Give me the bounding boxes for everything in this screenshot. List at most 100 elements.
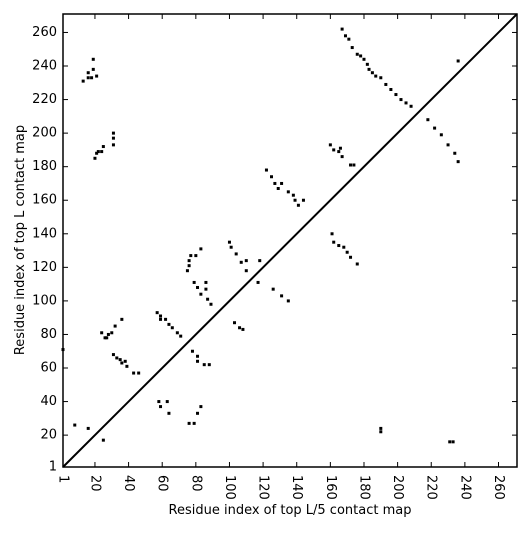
contact-point xyxy=(280,181,284,185)
y-tick-label: 100 xyxy=(32,293,57,308)
contact-point xyxy=(111,143,115,147)
contact-point xyxy=(340,155,344,159)
contact-point xyxy=(101,145,105,149)
contact-point xyxy=(95,74,99,78)
plot-frame xyxy=(62,13,518,468)
y-tick-label: 200 xyxy=(32,126,57,141)
contact-point xyxy=(204,280,208,284)
x-tick-label: 140 xyxy=(289,475,304,500)
contact-point xyxy=(379,426,383,430)
contact-point xyxy=(103,336,107,340)
contact-point xyxy=(367,67,371,71)
x-tick-label: 220 xyxy=(424,475,439,500)
contact-point xyxy=(244,269,248,273)
x-axis-label: Residue index of top L/5 contact map xyxy=(169,503,412,518)
contact-point xyxy=(296,203,300,207)
contact-point xyxy=(86,71,90,75)
contact-point xyxy=(453,151,457,155)
contact-point xyxy=(110,331,114,335)
y-axis-label: Residue index of top L contact map xyxy=(13,125,28,355)
contact-point xyxy=(264,168,268,172)
contact-point xyxy=(175,331,179,335)
contact-point xyxy=(234,252,238,256)
contact-point xyxy=(332,240,336,244)
contact-point xyxy=(159,317,163,321)
contact-point xyxy=(340,27,344,31)
contact-point xyxy=(370,71,374,75)
contact-point xyxy=(404,101,408,105)
contact-point xyxy=(280,294,284,298)
contact-point xyxy=(187,259,191,263)
contact-point xyxy=(355,52,359,56)
contact-point xyxy=(244,259,248,263)
contact-point xyxy=(159,314,163,318)
contact-point xyxy=(155,311,159,315)
contact-point xyxy=(132,371,136,375)
contact-point xyxy=(229,245,233,249)
contact-point xyxy=(343,34,347,38)
contact-point xyxy=(81,79,85,83)
contact-point xyxy=(227,240,231,244)
contact-point xyxy=(164,317,168,321)
contact-point xyxy=(276,186,280,190)
contact-point xyxy=(345,250,349,254)
contact-point xyxy=(293,198,297,202)
contact-point xyxy=(196,285,200,289)
contact-point xyxy=(207,363,211,367)
contact-point xyxy=(199,405,203,409)
contact-point xyxy=(352,163,356,167)
contact-point xyxy=(258,259,262,263)
contact-point xyxy=(270,175,274,179)
x-tick-label: 1 xyxy=(56,475,71,483)
contact-point xyxy=(187,421,191,425)
contact-point xyxy=(446,143,450,147)
contact-point xyxy=(190,349,194,353)
contact-point xyxy=(362,57,366,61)
contact-point xyxy=(165,400,169,404)
contact-point xyxy=(159,405,163,409)
contact-point xyxy=(338,146,342,150)
contact-point xyxy=(194,254,198,258)
contact-point xyxy=(91,67,95,71)
contact-point xyxy=(241,327,245,331)
contact-point xyxy=(167,322,171,326)
contact-point xyxy=(301,198,305,202)
contact-point xyxy=(95,151,99,155)
contact-point xyxy=(185,269,189,273)
contact-point xyxy=(273,181,277,185)
contact-point xyxy=(137,371,141,375)
contact-point xyxy=(86,76,90,80)
y-tick-label: 140 xyxy=(32,226,57,241)
contact-point xyxy=(374,74,378,78)
contact-point xyxy=(111,353,115,357)
contact-point xyxy=(409,104,413,108)
contact-point xyxy=(192,421,196,425)
contact-point xyxy=(113,324,117,328)
contact-point xyxy=(365,62,369,66)
contact-point xyxy=(196,359,200,363)
x-tick-label: 60 xyxy=(155,475,170,492)
contact-point xyxy=(337,244,341,248)
contact-point xyxy=(167,411,171,415)
contact-point xyxy=(328,143,332,147)
contact-point xyxy=(456,59,460,63)
contact-point xyxy=(379,430,383,434)
contact-point xyxy=(233,321,237,325)
contact-point xyxy=(115,356,119,360)
contact-point xyxy=(157,400,161,404)
contact-point xyxy=(192,280,196,284)
x-tick-label: 260 xyxy=(491,475,506,500)
contact-point xyxy=(332,148,336,152)
y-tick-label: 240 xyxy=(32,59,57,74)
contact-point xyxy=(118,358,122,362)
contact-point xyxy=(106,332,110,336)
contact-point xyxy=(426,118,430,122)
contact-point xyxy=(96,150,100,154)
contact-point xyxy=(93,156,97,160)
y-tick-label: 160 xyxy=(32,193,57,208)
y-tick-label: 80 xyxy=(40,327,57,342)
x-tick-label: 100 xyxy=(222,475,237,500)
contact-point xyxy=(439,133,443,137)
